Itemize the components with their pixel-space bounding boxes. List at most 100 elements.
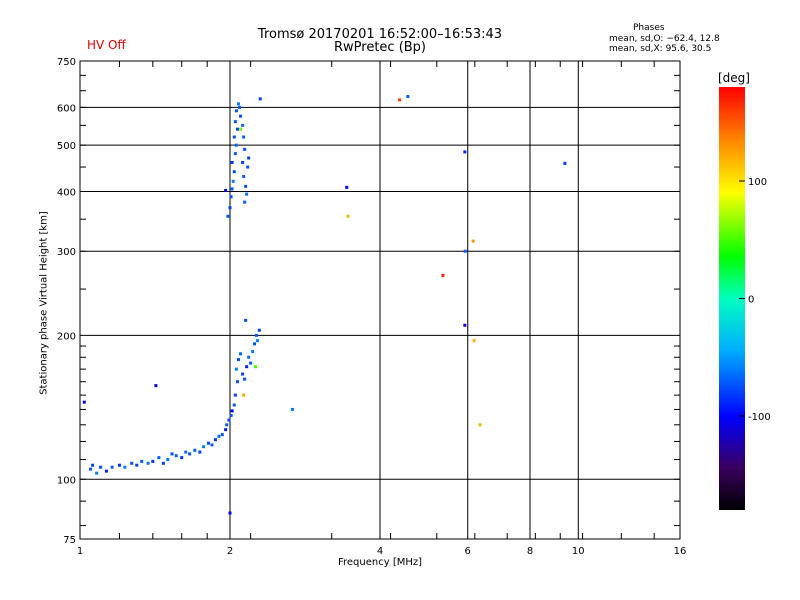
data-point: [233, 120, 237, 124]
data-point: [130, 461, 134, 465]
data-point: [174, 454, 178, 458]
data-point: [228, 511, 232, 515]
data-point: [244, 318, 248, 322]
data-point: [220, 433, 224, 437]
data-point: [247, 156, 251, 160]
phases-heading: Phases: [633, 23, 665, 33]
data-point: [243, 200, 247, 204]
data-point: [224, 188, 228, 192]
data-point: [224, 428, 228, 432]
data-point: [253, 342, 257, 346]
data-point: [238, 105, 242, 109]
data-point: [253, 365, 257, 369]
data-point: [242, 393, 246, 397]
data-point: [242, 135, 246, 139]
data-point: [478, 423, 482, 427]
data-point: [117, 463, 121, 467]
x-tick-label: 10: [572, 546, 585, 557]
hv-status-label: HV Off: [87, 38, 126, 52]
data-point: [243, 147, 247, 151]
data-point: [235, 380, 239, 384]
data-point: [463, 249, 467, 253]
data-point: [206, 441, 210, 445]
data-point: [239, 352, 243, 356]
data-point: [463, 150, 467, 154]
data-point: [233, 152, 237, 156]
data-point: [123, 465, 127, 469]
x-tick-label: 8: [527, 546, 533, 557]
data-point: [232, 135, 236, 139]
data-point: [231, 179, 235, 183]
data-point: [257, 328, 261, 332]
data-point: [254, 333, 258, 337]
data-point: [239, 127, 243, 131]
data-point: [255, 339, 259, 343]
data-point: [188, 452, 192, 456]
x-tick-label: 16: [674, 546, 687, 557]
data-point: [244, 184, 248, 188]
data-point: [227, 418, 231, 422]
data-point: [170, 452, 174, 456]
data-point: [235, 127, 239, 131]
data-point: [110, 465, 114, 469]
data-point: [135, 463, 139, 467]
data-point: [154, 384, 158, 388]
data-point: [463, 323, 467, 327]
y-tick-label: 200: [57, 331, 76, 342]
data-point: [345, 185, 349, 189]
data-point: [157, 456, 161, 460]
y-tick-label: 300: [57, 247, 76, 258]
y-tick-label: 500: [57, 141, 76, 152]
data-point: [232, 170, 236, 174]
data-point: [184, 450, 188, 454]
data-point: [230, 160, 234, 164]
data-point: [291, 407, 295, 411]
data-point: [241, 372, 245, 376]
data-point: [245, 365, 249, 369]
data-point: [198, 450, 202, 454]
data-point: [346, 214, 350, 218]
y-tick-label: 100: [57, 475, 76, 486]
data-point: [233, 393, 237, 397]
data-point: [217, 434, 221, 438]
data-point: [89, 467, 93, 471]
data-point: [243, 377, 247, 381]
data-point: [241, 160, 245, 164]
data-point: [241, 123, 245, 127]
data-point: [242, 174, 246, 178]
x-tick-label: 1: [77, 546, 83, 557]
data-point: [225, 423, 229, 427]
data-point: [230, 409, 234, 413]
data-point: [202, 445, 206, 449]
chart-title: Tromsø 20170201 16:52:00–16:53:43: [257, 27, 503, 42]
colorbar-tick-label: 0: [748, 295, 754, 306]
phases-o-stats: mean, sd,O: −62.4, 12.8: [609, 34, 720, 44]
colorbar-label: [deg]: [718, 71, 750, 85]
data-point: [180, 456, 184, 460]
data-point: [104, 469, 108, 473]
data-point: [146, 461, 150, 465]
data-point: [140, 459, 144, 463]
data-point: [472, 339, 476, 343]
x-tick-label: 4: [377, 546, 383, 557]
data-point: [99, 465, 103, 469]
data-point: [232, 403, 236, 407]
data-point: [229, 195, 233, 199]
colorbar-tick-label: 100: [748, 177, 767, 188]
data-point: [213, 438, 217, 442]
data-point: [249, 361, 253, 365]
data-point: [228, 206, 232, 210]
data-point: [239, 114, 243, 118]
x-tick-label: 6: [465, 546, 471, 557]
y-tick-label: 600: [57, 103, 76, 114]
data-point: [91, 463, 95, 467]
data-point: [236, 358, 240, 362]
data-point: [82, 400, 86, 404]
y-tick-label: 75: [63, 535, 76, 546]
data-point: [398, 98, 402, 102]
data-point: [226, 214, 230, 218]
colorbar-tick-label: -100: [748, 412, 771, 423]
x-tick-label: 2: [227, 546, 233, 557]
data-point: [193, 448, 197, 452]
